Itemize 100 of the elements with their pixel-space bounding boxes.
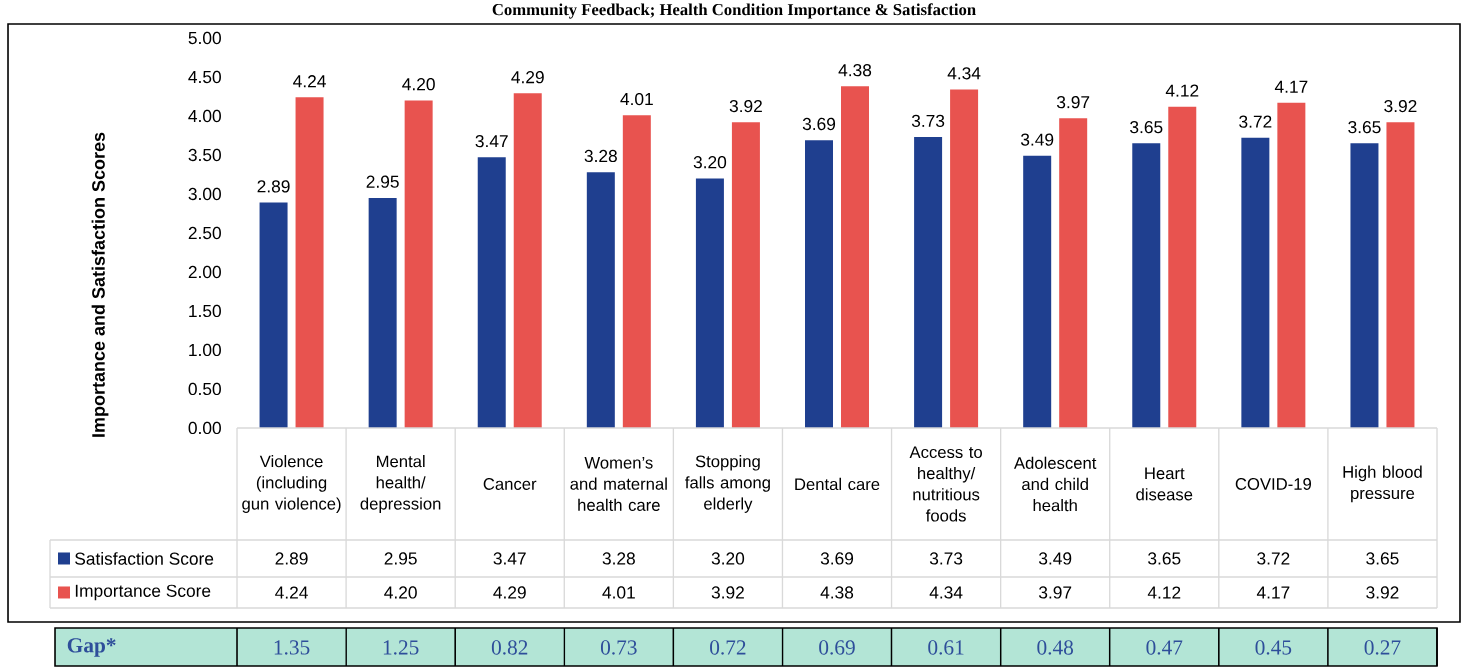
text: 4.20 — [402, 78, 435, 91]
text: 4.29 — [511, 71, 544, 84]
text: 0.48 — [1037, 640, 1074, 655]
bar — [950, 89, 979, 428]
data-label: 4.17 — [1256, 586, 1290, 599]
bar — [295, 97, 324, 428]
bar — [513, 93, 542, 428]
legend-label: Satisfaction Score — [75, 552, 214, 565]
bar — [1241, 137, 1270, 428]
text: 2.95 — [366, 175, 399, 188]
data-label: 3.20 — [711, 552, 745, 565]
text: 3.92 — [729, 99, 762, 113]
x-tick-label: Access to healthy/nutritious foods — [909, 446, 982, 522]
text: 3.49 — [1020, 133, 1054, 146]
data-label: 3.49 — [1038, 552, 1072, 565]
text: 4.38 — [838, 64, 872, 77]
y-tick-label: 4.50 — [188, 70, 221, 84]
text: 0.61 — [928, 640, 964, 655]
x-tick-label: Mental health/depression — [360, 455, 441, 513]
text: 0.27 — [1364, 640, 1401, 655]
data-label: 4.01 — [602, 586, 635, 599]
y-tick-label: 5.00 — [188, 31, 221, 45]
data-label: 2.95 — [384, 552, 417, 565]
bar — [914, 137, 943, 428]
bar — [1059, 118, 1088, 428]
x-tick-label: Stopping falls among elderly — [685, 455, 770, 513]
x-tick-label: Heart disease — [1136, 467, 1193, 501]
data-label: 3.92 — [1366, 586, 1399, 599]
y-tick-label: 2.00 — [188, 265, 221, 279]
bar — [841, 86, 870, 428]
bar — [1386, 122, 1415, 428]
x-tick-label: Cancer — [483, 478, 537, 490]
y-tick-label: 4.00 — [188, 109, 221, 123]
y-tick-label: 0.50 — [188, 382, 221, 396]
x-tick-label: Adolescent and child health — [1014, 456, 1097, 512]
bar — [622, 115, 651, 428]
bar — [1023, 155, 1052, 428]
bar — [1277, 102, 1306, 428]
text: 3.69 — [802, 117, 836, 131]
data-label: 3.28 — [602, 552, 635, 565]
text: 4.17 — [1274, 80, 1308, 93]
data-label: 2.89 — [275, 552, 308, 565]
text: 1.25 — [383, 640, 419, 655]
bar — [695, 178, 724, 428]
bar — [586, 172, 615, 428]
text: 0.72 — [710, 640, 746, 655]
y-tick-label: 3.50 — [188, 148, 221, 162]
text: 3.72 — [1239, 115, 1272, 128]
text: 2.89 — [257, 180, 290, 193]
text: 4.24 — [293, 75, 326, 88]
bar — [1168, 106, 1197, 428]
y-tick-label: 1.00 — [189, 343, 221, 357]
text: 0.69 — [819, 640, 855, 655]
x-tick-label: Dental care — [795, 477, 880, 491]
text: 4.12 — [1165, 84, 1199, 97]
text: 3.28 — [584, 149, 617, 163]
text: 0.73 — [600, 640, 637, 655]
data-label: 4.38 — [820, 586, 854, 599]
text: 3.65 — [1130, 120, 1163, 134]
text: 0.45 — [1255, 640, 1292, 655]
bar — [805, 140, 833, 428]
text: Gap* — [67, 638, 116, 657]
text: 0.82 — [491, 640, 528, 655]
x-tick-label: Violence (including gun violence) — [242, 455, 341, 513]
data-label: 3.72 — [1257, 552, 1290, 565]
y-tick-label: 0.00 — [188, 421, 221, 435]
text: 3.97 — [1056, 96, 1090, 109]
y-tick-label: 1.50 — [189, 304, 221, 318]
text: 4.34 — [947, 67, 981, 80]
bar — [404, 100, 433, 428]
bar — [731, 122, 760, 428]
text: 4.01 — [620, 92, 653, 106]
x-tick-label: COVID-19 — [1235, 478, 1312, 490]
text: 3.20 — [693, 156, 727, 169]
data-label: 3.69 — [820, 552, 854, 565]
legend-label: Importance Score — [75, 584, 211, 601]
text: 0.47 — [1146, 640, 1183, 655]
data-label: 4.24 — [275, 586, 308, 599]
data-label: 3.97 — [1038, 586, 1072, 599]
data-label: 4.12 — [1147, 586, 1181, 599]
y-tick-label: 3.00 — [188, 187, 221, 201]
bar — [259, 202, 288, 428]
data-label: 4.34 — [929, 586, 963, 599]
bar — [477, 157, 506, 428]
text: 1.35 — [274, 640, 310, 655]
y-tick-label: 2.50 — [188, 226, 221, 240]
text: 3.92 — [1384, 99, 1417, 113]
text: 3.47 — [475, 135, 508, 148]
text: 3.73 — [911, 114, 945, 128]
chart-title: Community Feedback; Health Condition Importance & Satisfaction — [492, 3, 976, 19]
x-tick-label: Women’s and maternal health care — [570, 457, 667, 511]
y-axis-title: Importance and Satisfaction Scores — [91, 132, 109, 437]
data-label: 3.92 — [711, 586, 744, 599]
x-tick-label: High blood pressure — [1343, 465, 1422, 503]
data-label: 3.65 — [1366, 552, 1399, 565]
data-label: 3.47 — [493, 552, 526, 565]
bar — [368, 197, 397, 428]
data-label: 4.29 — [493, 586, 526, 599]
data-label: 3.73 — [929, 552, 963, 565]
bar — [1350, 143, 1379, 428]
